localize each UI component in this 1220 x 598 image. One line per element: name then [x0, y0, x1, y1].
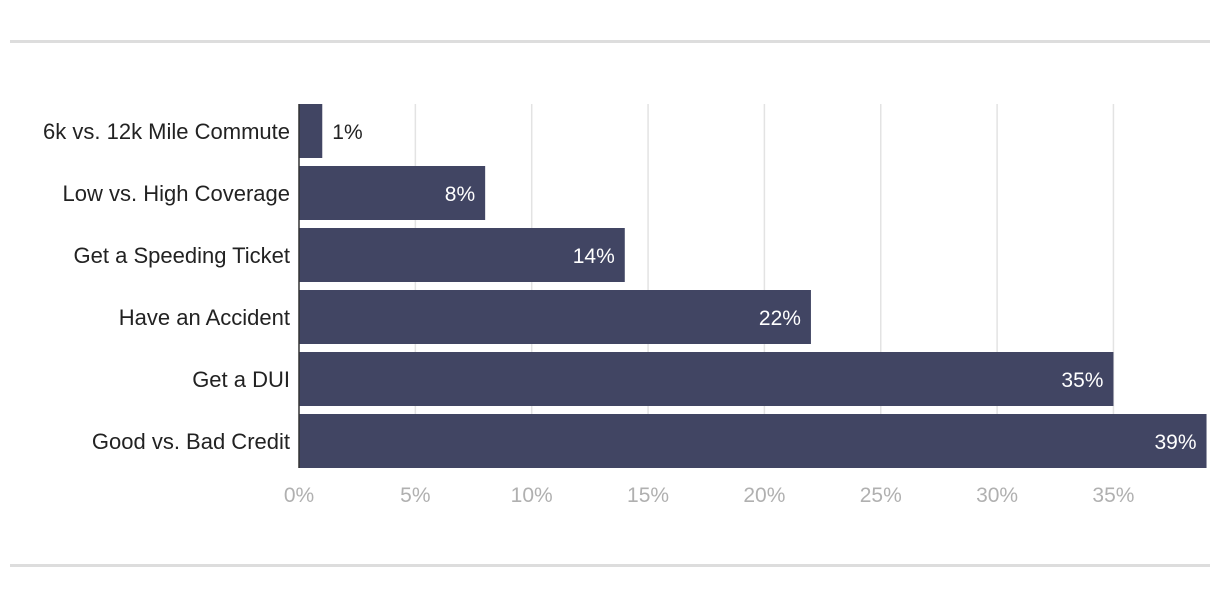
data-label: 1%: [332, 121, 362, 144]
bar: [299, 290, 811, 344]
bars: [299, 104, 1207, 468]
x-tick-label: 5%: [400, 484, 430, 507]
top-divider: [10, 40, 1210, 43]
data-label: 22%: [759, 307, 801, 330]
category-label: Get a DUI: [192, 367, 290, 392]
x-tick-label: 15%: [627, 484, 669, 507]
bar: [299, 166, 486, 220]
bar: [299, 352, 1114, 406]
bar: [299, 414, 1207, 468]
x-tick-label: 0%: [284, 484, 314, 507]
category-labels: 6k vs. 12k Mile Commute Low vs. High Cove…: [43, 119, 290, 454]
data-labels: 1% 8% 14% 22% 35% 39%: [332, 121, 1196, 454]
x-tick-label: 30%: [976, 484, 1018, 507]
data-label: 39%: [1154, 431, 1196, 454]
data-label: 8%: [445, 183, 475, 206]
gridlines: [414, 104, 1115, 468]
bottom-divider: [10, 564, 1210, 567]
x-tick-label: 20%: [743, 484, 785, 507]
category-label: Get a Speeding Ticket: [74, 243, 290, 268]
data-label: 35%: [1061, 369, 1103, 392]
x-axis-ticks: 0% 5% 10% 15% 20% 25% 30% 35%: [284, 484, 1135, 507]
category-label: Low vs. High Coverage: [63, 181, 290, 206]
bar: [299, 228, 625, 282]
x-tick-label: 35%: [1092, 484, 1134, 507]
bar: [299, 104, 323, 158]
category-label: Good vs. Bad Credit: [92, 429, 290, 454]
category-label: Have an Accident: [119, 305, 290, 330]
x-tick-label: 25%: [860, 484, 902, 507]
category-label: 6k vs. 12k Mile Commute: [43, 119, 290, 144]
data-label: 14%: [573, 245, 615, 268]
x-tick-label: 10%: [511, 484, 553, 507]
